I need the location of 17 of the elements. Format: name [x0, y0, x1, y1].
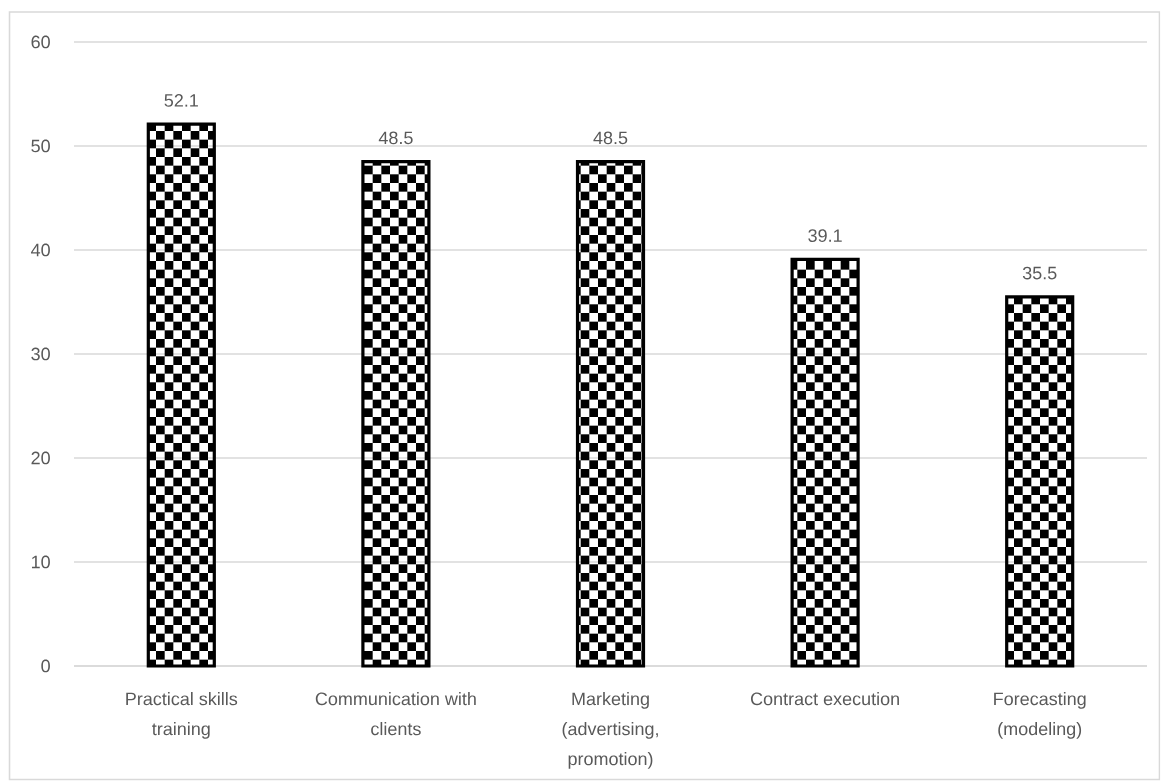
data-label: 52.1 [164, 94, 198, 107]
x-tick-label: Practical skills training [126, 692, 238, 739]
data-label: 48.5 [378, 131, 413, 145]
x-tick-label: Contract execution [750, 692, 899, 706]
x-tick-label: Communication with clients [315, 692, 476, 736]
y-tick-label: 50 [31, 139, 50, 153]
y-tick-label: 10 [31, 555, 50, 569]
y-tick-label: 0 [41, 659, 50, 673]
data-label: 35.5 [1022, 266, 1057, 280]
y-tick-label: 60 [31, 35, 50, 49]
y-tick-label: 30 [31, 347, 50, 361]
y-tick-label: 20 [31, 451, 50, 465]
x-tick-label: Forecasting (modeling) [994, 692, 1086, 739]
data-label: 39.1 [808, 229, 842, 242]
y-tick-label: 40 [31, 243, 50, 257]
data-label: 48.5 [593, 131, 628, 145]
x-tick-label: Marketing (advertising, promotion) [562, 692, 658, 769]
